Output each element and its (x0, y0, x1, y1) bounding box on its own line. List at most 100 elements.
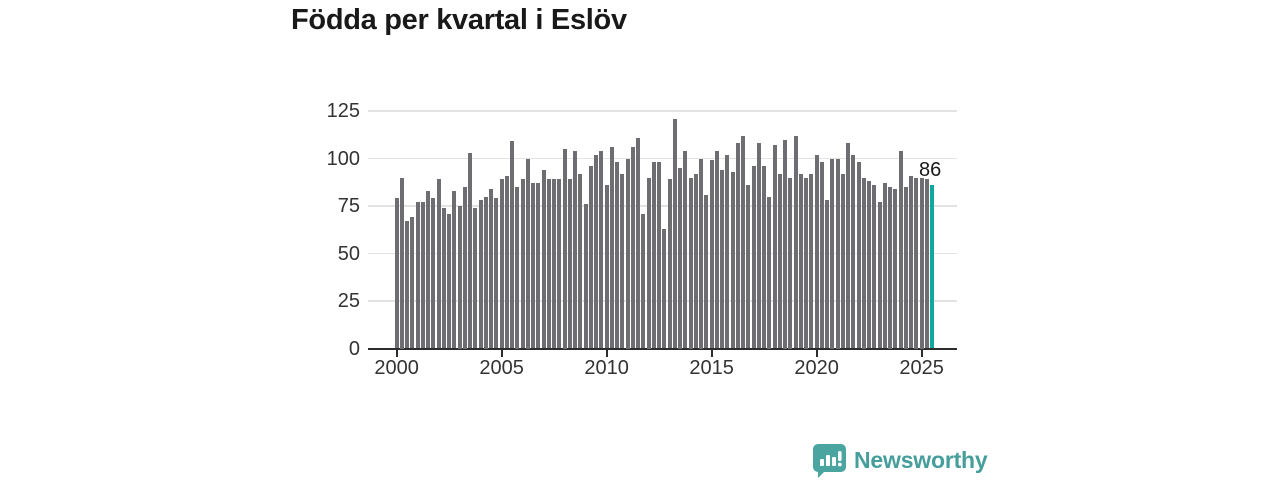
x-tick-label: 2010 (584, 356, 629, 379)
bar (672, 118, 677, 349)
bar (562, 149, 567, 349)
bar (457, 206, 462, 349)
highlight-bar (930, 185, 935, 349)
bar (567, 179, 572, 349)
bar (788, 177, 793, 349)
bar (520, 179, 525, 349)
bar (588, 166, 593, 349)
bar (667, 179, 672, 349)
bar (583, 204, 588, 349)
bar (468, 152, 473, 349)
bar (704, 194, 709, 349)
bar (678, 168, 683, 349)
bar (746, 185, 751, 349)
bar (919, 177, 924, 349)
bar (441, 207, 446, 349)
x-tick-mark (500, 350, 503, 357)
bar (504, 175, 509, 349)
bar (399, 177, 404, 349)
newsworthy-logo: Newsworthy (812, 443, 988, 478)
bar (898, 150, 903, 349)
bar (641, 213, 646, 349)
bar (578, 173, 583, 349)
x-tick-label: 2005 (479, 356, 524, 379)
bar (541, 169, 546, 349)
bar (615, 162, 620, 349)
bar (599, 150, 604, 349)
bar (651, 162, 656, 349)
bar (494, 198, 499, 349)
x-tick-mark (605, 350, 608, 357)
x-tick-mark (710, 350, 713, 357)
last-bar-value-label: 86 (918, 159, 942, 182)
bar (604, 185, 609, 349)
newsworthy-logo-text: Newsworthy (854, 447, 988, 473)
bar (699, 158, 704, 349)
bar (825, 200, 830, 349)
bar (877, 202, 882, 349)
bar (762, 166, 767, 349)
bar (783, 139, 788, 349)
bar (903, 187, 908, 349)
bar (630, 147, 635, 349)
newsworthy-logo-icon (812, 443, 847, 478)
bar (851, 154, 856, 349)
bar (426, 190, 431, 349)
bar (709, 160, 714, 349)
bar (510, 141, 515, 349)
bar (772, 145, 777, 349)
bar (909, 175, 914, 349)
bar (489, 188, 494, 349)
bar (856, 162, 861, 349)
bar (462, 187, 467, 349)
bar (814, 154, 819, 349)
bar (594, 154, 599, 349)
bar (625, 158, 630, 349)
bar (893, 188, 898, 349)
y-tick-label: 100 (326, 147, 360, 170)
bar (431, 198, 436, 349)
bar (693, 173, 698, 349)
bar (683, 150, 688, 349)
bar (846, 143, 851, 349)
x-tick-label: 2025 (899, 356, 944, 379)
bar (483, 196, 488, 349)
x-tick-label: 2000 (374, 356, 419, 379)
bar (420, 202, 425, 349)
x-axis-line (368, 347, 957, 350)
bar (415, 202, 420, 349)
bar (809, 173, 814, 349)
bar (536, 183, 541, 349)
bar (410, 217, 415, 349)
gridline-y75 (368, 205, 957, 207)
bar (730, 171, 735, 349)
bar (646, 177, 651, 349)
bar (725, 154, 730, 349)
bar (804, 177, 809, 349)
y-tick-label: 25 (337, 290, 360, 312)
x-tick-label: 2020 (794, 356, 839, 379)
bar (767, 196, 772, 349)
bar (394, 198, 399, 349)
bar (793, 135, 798, 349)
bar (835, 158, 840, 349)
bar (525, 158, 530, 349)
bar (546, 179, 551, 349)
bar (714, 150, 719, 349)
x-tick-label: 2015 (689, 356, 734, 379)
gridline-y100 (368, 157, 957, 160)
bar (557, 179, 562, 349)
bar (473, 207, 478, 349)
bar (751, 166, 756, 349)
bar (499, 179, 504, 349)
chart-title: Födda per kvartal i Eslöv (291, 4, 627, 36)
bar (756, 143, 761, 349)
bar (657, 162, 662, 349)
bar (573, 150, 578, 349)
bar (777, 173, 782, 349)
bar (840, 173, 845, 349)
bar (914, 177, 919, 349)
gridline-y125 (368, 110, 957, 112)
bar (478, 200, 483, 349)
bar (861, 177, 866, 349)
